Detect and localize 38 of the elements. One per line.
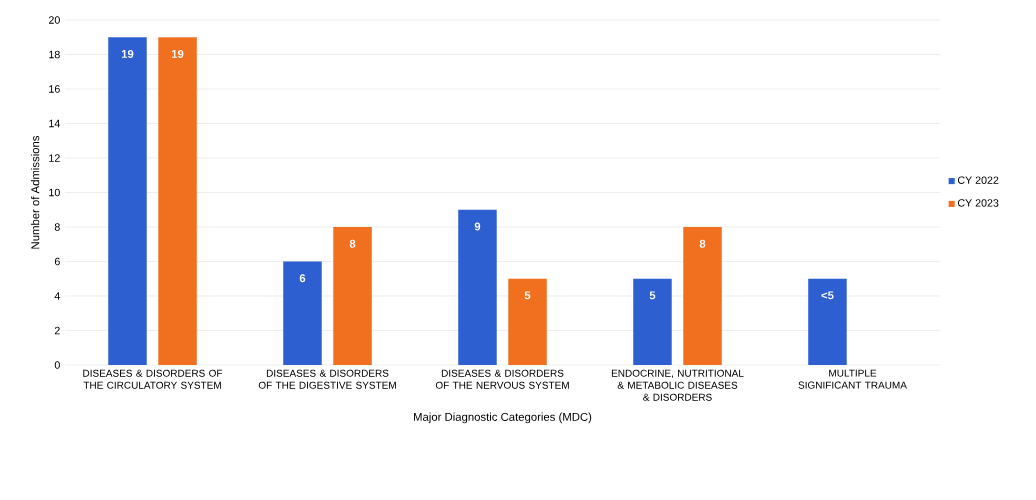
data-label: 9: [474, 222, 481, 231]
x-tick-label: DISEASES & DISORDERS OF THE NERVOUS SYSTEM: [435, 369, 569, 389]
x-tick-label: DISEASES & DISORDERS OF THE CIRCULATORY SYSTEM: [83, 369, 223, 389]
data-label: 19: [171, 49, 184, 58]
y-tick-label: 20: [48, 16, 60, 24]
data-label: 6: [299, 274, 306, 283]
bar: [633, 278, 672, 365]
data-label: 8: [699, 239, 706, 248]
bar: [108, 37, 147, 365]
bar: [808, 278, 847, 365]
data-label: 8: [349, 239, 356, 248]
data-label: 19: [121, 49, 134, 58]
y-tick-label: 14: [49, 119, 60, 128]
data-label: 5: [524, 291, 531, 300]
y-axis-title: Number of Admissions: [30, 135, 40, 249]
bar: [333, 226, 372, 365]
y-tick-label: 2: [54, 326, 60, 335]
x-tick-label: MULTIPLE SIGNIFICANT TRAUMA: [798, 369, 907, 389]
x-tick-label: ENDOCRINE, NUTRITIONAL & METABOLIC DISEASES & DISORDERS: [611, 369, 744, 401]
legend-label: CY 2023: [957, 199, 999, 207]
data-label: <5: [821, 291, 834, 300]
y-tick-label: 8: [54, 223, 60, 231]
legend-label: CY 2022: [957, 176, 999, 184]
y-tick-label: 16: [49, 85, 60, 93]
y-tick-label: 10: [49, 188, 60, 197]
bar: [158, 37, 197, 365]
y-tick-label: 12: [49, 154, 60, 162]
bar: [458, 209, 497, 365]
bar: [683, 226, 722, 365]
y-tick-label: 18: [49, 50, 60, 59]
x-tick-label: DISEASES & DISORDERS OF THE DIGESTIVE SYSTEM: [258, 369, 396, 389]
bar: [508, 278, 547, 365]
y-tick-label: 6: [54, 257, 60, 266]
x-axis-title: Major Diagnostic Categories (MDC): [413, 412, 592, 424]
data-label: 5: [649, 291, 656, 300]
bar: [283, 261, 322, 365]
y-tick-label: 0: [54, 361, 60, 369]
y-tick-label: 4: [54, 292, 60, 300]
